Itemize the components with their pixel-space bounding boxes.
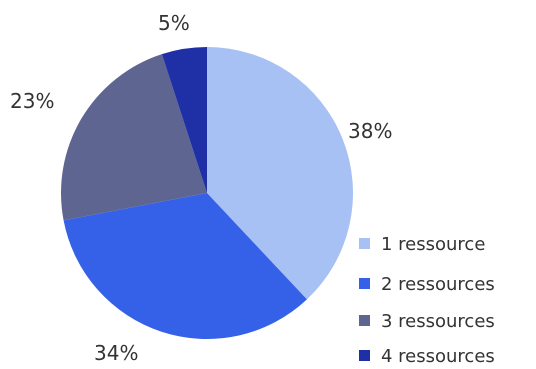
legend-label-3-ressources: 3 ressources xyxy=(381,311,495,332)
legend-swatch-2-ressources xyxy=(359,278,370,289)
legend-item-3-ressources: 3 ressources xyxy=(359,311,495,332)
legend-item-4-ressources: 4 ressources xyxy=(359,346,495,367)
legend-label-1-ressource: 1 ressource xyxy=(381,234,485,255)
data-label-2-ressources: 34% xyxy=(94,341,138,365)
data-label-1-ressource: 38% xyxy=(348,119,392,143)
legend-swatch-4-ressources xyxy=(359,350,370,361)
legend: 1 ressource 2 ressources 3 ressources 4 … xyxy=(359,234,495,367)
legend-label-2-ressources: 2 ressources xyxy=(381,274,495,295)
data-label-3-ressources: 23% xyxy=(10,89,54,113)
pie-slice-1-ressource xyxy=(207,47,353,300)
legend-swatch-1-ressource xyxy=(359,238,370,249)
pie-slice-3-ressources xyxy=(61,54,208,221)
pie-slice-4-ressources xyxy=(161,47,207,193)
legend-swatch-3-ressources xyxy=(359,315,370,326)
data-label-4-ressources: 5% xyxy=(158,11,190,35)
legend-item-1-ressource: 1 ressource xyxy=(359,234,485,255)
pie-slice-2-ressources xyxy=(63,193,307,339)
legend-item-2-ressources: 2 ressources xyxy=(359,274,495,295)
pie-data-labels: 38% 34% 23% 5% xyxy=(10,11,392,365)
pie-slices xyxy=(61,47,353,339)
legend-label-4-ressources: 4 ressources xyxy=(381,346,495,367)
